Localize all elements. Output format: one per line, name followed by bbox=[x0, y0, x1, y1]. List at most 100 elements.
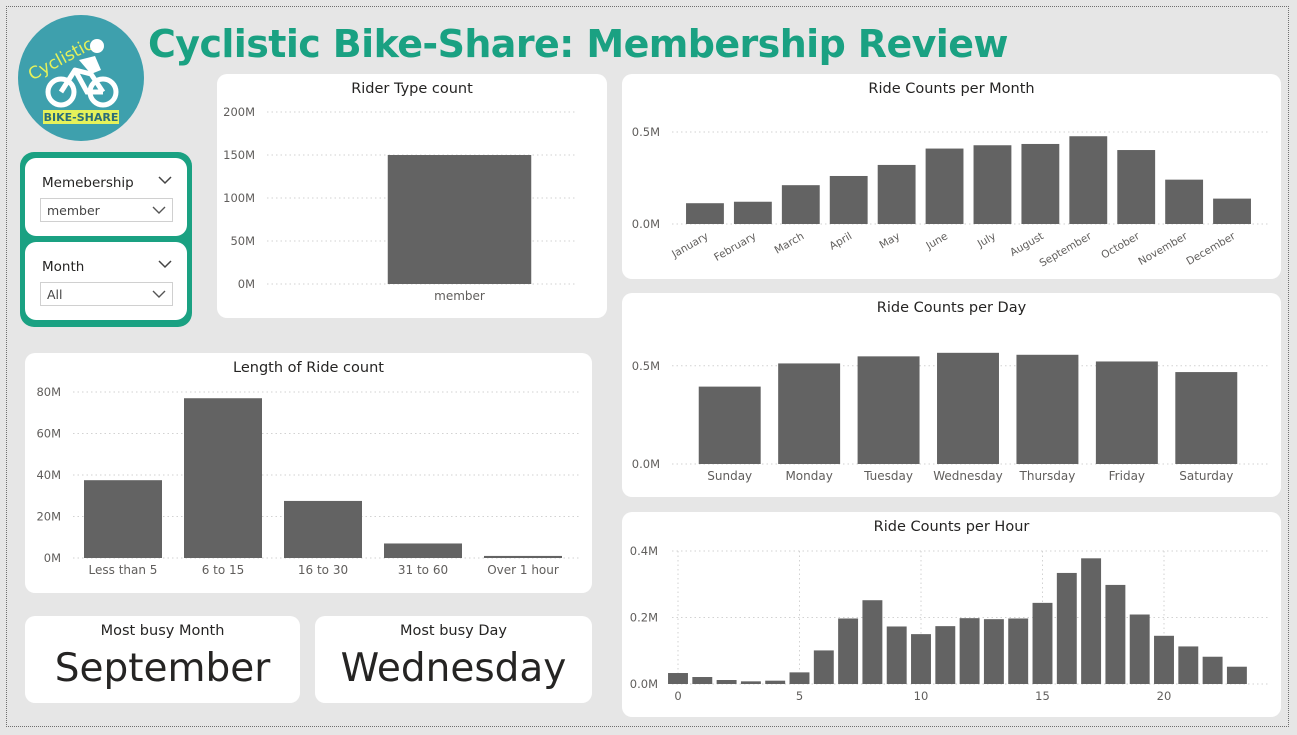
hour-bar[interactable] bbox=[1202, 656, 1223, 684]
bar[interactable] bbox=[1069, 136, 1108, 224]
filter-panel: Memebership member Month All bbox=[20, 152, 192, 327]
rider-type-card: Rider Type count 0M 50M 100M 150M 200M member bbox=[217, 74, 607, 318]
x-category-label: Over 1 hour bbox=[487, 563, 559, 577]
x-category-label: Sunday bbox=[707, 469, 752, 483]
hour-bar[interactable] bbox=[1154, 635, 1174, 684]
length-of-ride-card: Length of Ride count 0M 20M 40M 60M 80M Less … bbox=[25, 353, 592, 593]
x-category-label: Tuesday bbox=[863, 469, 913, 483]
hour-bar[interactable] bbox=[668, 673, 688, 684]
hour-bar[interactable] bbox=[716, 680, 737, 684]
bar[interactable] bbox=[1175, 372, 1238, 464]
bar[interactable] bbox=[778, 363, 841, 464]
bar[interactable] bbox=[284, 500, 362, 558]
hour-bar[interactable] bbox=[1008, 618, 1029, 684]
x-category-label: July bbox=[975, 230, 998, 250]
kpi-label: Most busy Day bbox=[399, 623, 507, 639]
hour-bar[interactable] bbox=[959, 618, 980, 684]
chevron-down-icon bbox=[152, 206, 166, 214]
x-category-label: November bbox=[1136, 230, 1190, 268]
y-tick-label: 200M bbox=[223, 105, 255, 119]
bar[interactable] bbox=[484, 555, 562, 558]
hour-bar[interactable] bbox=[911, 634, 931, 684]
hour-bar[interactable] bbox=[935, 626, 956, 684]
chart-title: Rider Type count bbox=[351, 81, 473, 97]
y-tick-label: 20M bbox=[36, 510, 61, 524]
hour-bar[interactable] bbox=[838, 618, 859, 684]
y-tick-label: 0.0M bbox=[630, 677, 658, 691]
x-tick-label: 20 bbox=[1157, 689, 1172, 703]
y-tick-label: 0M bbox=[238, 277, 255, 291]
hour-bar[interactable] bbox=[1178, 646, 1199, 684]
x-category-label: June bbox=[923, 230, 950, 252]
bar[interactable] bbox=[877, 164, 916, 224]
y-tick-label: 0.0M bbox=[632, 217, 660, 231]
hour-bar[interactable] bbox=[1032, 602, 1053, 684]
hour-bar[interactable] bbox=[1226, 666, 1247, 684]
hour-bar[interactable] bbox=[1056, 572, 1077, 684]
bar[interactable] bbox=[1213, 198, 1251, 224]
bar[interactable] bbox=[973, 145, 1012, 224]
kpi-value: Wednesday bbox=[340, 646, 567, 691]
hour-bar[interactable] bbox=[1129, 614, 1150, 684]
bar[interactable] bbox=[829, 175, 868, 224]
bar[interactable] bbox=[384, 543, 462, 558]
rides-per-hour-chart: 0.0M 0.2M 0.4M 0 5 10 15 20 bbox=[630, 544, 1270, 703]
y-tick-label: 40M bbox=[36, 468, 61, 482]
x-category-label: February bbox=[712, 230, 758, 264]
hour-bar[interactable] bbox=[692, 677, 713, 684]
hour-bar[interactable] bbox=[886, 626, 907, 684]
cyclist-icon bbox=[45, 67, 119, 108]
y-tick-label: 0.0M bbox=[632, 457, 660, 471]
x-category-label: March bbox=[773, 230, 807, 256]
page-title: Cyclistic Bike-Share: Membership Review bbox=[148, 22, 1009, 66]
x-category-label: August bbox=[1008, 230, 1046, 259]
x-category-label: Wednesday bbox=[933, 469, 1002, 483]
month-slicer-label: Month bbox=[42, 259, 85, 275]
x-category-label: September bbox=[1038, 230, 1095, 270]
hour-bar[interactable] bbox=[983, 619, 1004, 684]
bar[interactable] bbox=[1016, 354, 1079, 464]
y-tick-label: 80M bbox=[36, 385, 61, 399]
membership-slicer: Memebership member bbox=[25, 158, 187, 236]
bar[interactable] bbox=[925, 148, 964, 224]
month-slicer: Month All bbox=[25, 242, 187, 320]
bar[interactable] bbox=[184, 398, 262, 558]
membership-dropdown[interactable]: member bbox=[40, 198, 173, 222]
bar[interactable] bbox=[1095, 361, 1158, 464]
chevron-down-icon[interactable] bbox=[157, 172, 173, 188]
bar[interactable] bbox=[686, 203, 724, 224]
y-tick-label: 0.5M bbox=[632, 359, 660, 373]
bar[interactable] bbox=[1021, 143, 1060, 224]
hour-bar[interactable] bbox=[789, 672, 810, 684]
bar[interactable] bbox=[937, 352, 999, 464]
bar[interactable] bbox=[698, 386, 761, 464]
chart-title: Length of Ride count bbox=[233, 360, 384, 376]
membership-dropdown-value: member bbox=[47, 203, 100, 218]
bar[interactable] bbox=[1117, 150, 1156, 224]
x-category-label: Monday bbox=[785, 469, 832, 483]
bar[interactable] bbox=[781, 185, 820, 224]
hour-bar[interactable] bbox=[765, 680, 786, 684]
x-tick-label: 0 bbox=[674, 689, 681, 703]
x-category-label: Saturday bbox=[1179, 469, 1233, 483]
bar[interactable] bbox=[84, 480, 162, 558]
hour-bar[interactable] bbox=[740, 681, 761, 684]
busy-day-card: Most busy Day Wednesday bbox=[315, 616, 592, 703]
bar[interactable] bbox=[1165, 179, 1204, 224]
y-tick-label: 0.5M bbox=[632, 125, 660, 139]
chevron-down-icon bbox=[152, 290, 166, 298]
bar[interactable] bbox=[733, 201, 772, 224]
bar[interactable] bbox=[387, 155, 532, 284]
chevron-down-icon[interactable] bbox=[157, 256, 173, 272]
rides-per-month-card: Ride Counts per Month 0.0M 0.5M January Feb… bbox=[622, 74, 1281, 279]
hour-bar[interactable] bbox=[1081, 558, 1102, 684]
kpi-label: Most busy Month bbox=[100, 623, 225, 639]
hour-bar[interactable] bbox=[862, 600, 883, 684]
x-category-label: Friday bbox=[1109, 469, 1145, 483]
x-category-label: April bbox=[827, 230, 854, 252]
hour-bar[interactable] bbox=[813, 650, 834, 684]
logo-bottom-text: BIKE-SHARE bbox=[44, 111, 119, 124]
month-dropdown[interactable]: All bbox=[40, 282, 173, 306]
hour-bar[interactable] bbox=[1105, 584, 1126, 684]
bar[interactable] bbox=[857, 356, 920, 464]
